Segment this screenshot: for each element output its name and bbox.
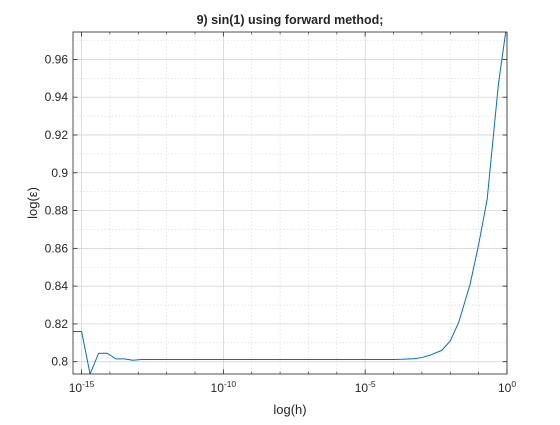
chart-title: 9) sin(1) using forward method; — [197, 13, 384, 27]
x-tick-label: 10-10 — [211, 379, 237, 395]
y-tick-labels: 0.8 0.82 0.84 0.86 0.88 0.9 0.92 0.94 0.96 — [45, 52, 69, 368]
y-tick-label: 0.96 — [45, 52, 69, 66]
x-tick-labels: 10-15 10-10 10-5 100 — [69, 379, 517, 395]
x-tick-label: 10-5 — [355, 379, 376, 395]
y-tick-label: 0.8 — [51, 355, 68, 369]
y-tick-label: 0.9 — [51, 166, 68, 180]
y-tick-label: 0.84 — [45, 279, 69, 293]
y-tick-label: 0.86 — [45, 241, 69, 255]
y-tick-label: 0.92 — [45, 128, 69, 142]
y-tick-label: 0.88 — [45, 204, 69, 218]
y-tick-label: 0.94 — [45, 90, 69, 104]
y-tick-label: 0.82 — [45, 317, 69, 331]
x-tick-label: 100 — [498, 379, 516, 395]
x-axis-label: log(h) — [273, 402, 306, 417]
x-tick-label: 10-15 — [69, 379, 95, 395]
y-axis-label: log(ε) — [25, 187, 40, 219]
